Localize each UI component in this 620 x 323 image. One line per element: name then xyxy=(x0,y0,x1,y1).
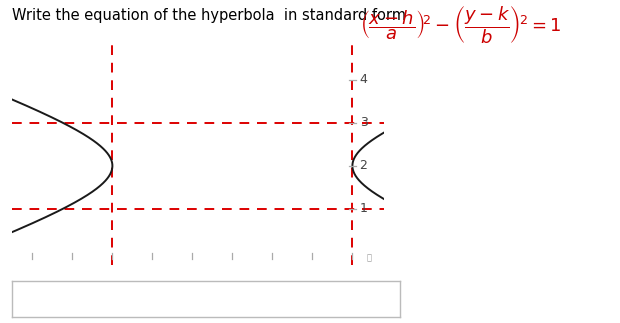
Text: 2: 2 xyxy=(360,159,368,172)
Text: 4: 4 xyxy=(360,73,368,86)
Text: $\left(\dfrac{x-h}{a}\right)^{\!2}-\left(\dfrac{y-k}{b}\right)^{\!2}=1$: $\left(\dfrac{x-h}{a}\right)^{\!2}-\left… xyxy=(360,5,561,47)
Text: Write the equation of the hyperbola  in standard form: Write the equation of the hyperbola in s… xyxy=(12,8,406,23)
Text: 1: 1 xyxy=(360,203,368,215)
Text: 3: 3 xyxy=(360,116,368,129)
Text: 🔍: 🔍 xyxy=(366,254,372,263)
